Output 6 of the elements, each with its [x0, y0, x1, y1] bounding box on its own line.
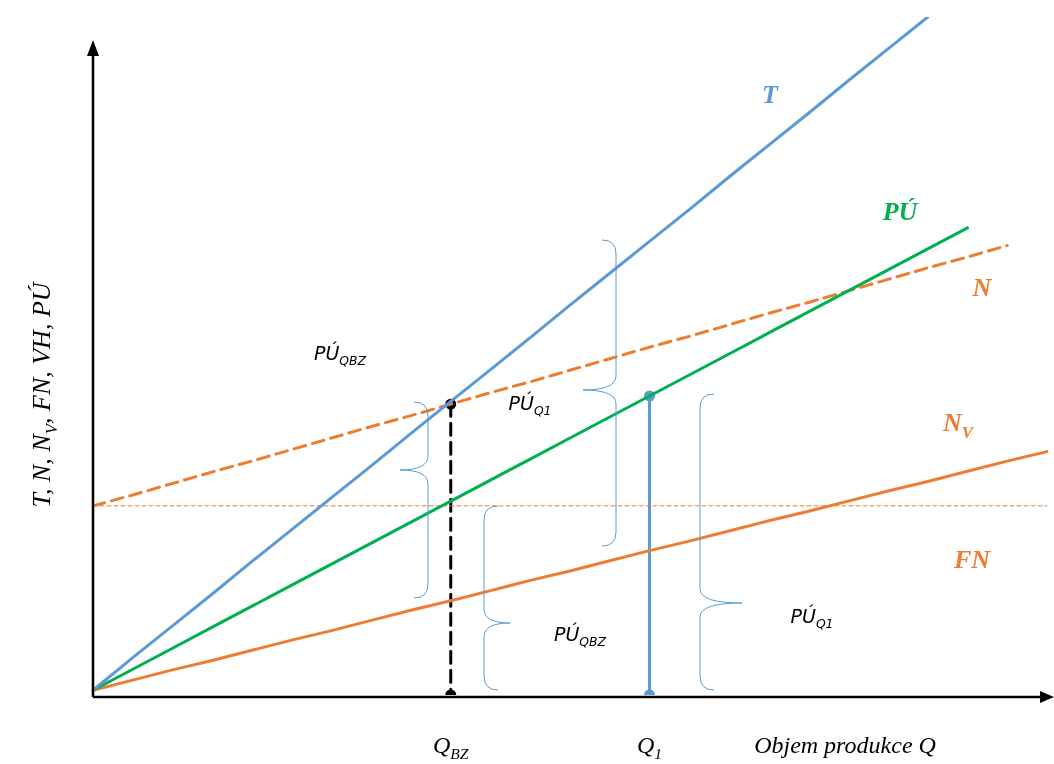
series-label: FN [952, 545, 992, 574]
x-axis-title: Objem produkce Q [754, 732, 936, 758]
series-label: N [971, 273, 993, 302]
y-axis-title: T, N, NV, FN, VH, PÚ [27, 280, 61, 508]
series-label: T [762, 80, 780, 109]
series-label: PÚ [881, 197, 919, 226]
